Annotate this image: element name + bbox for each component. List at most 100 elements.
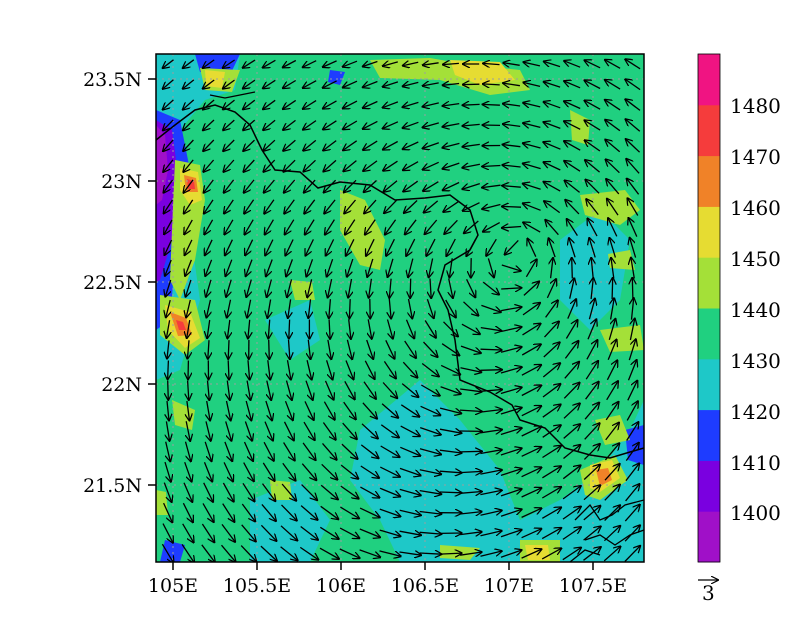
wind-arrow <box>423 63 439 65</box>
wind-arrow <box>402 121 419 128</box>
wind-arrow <box>403 180 419 191</box>
wind-arrow <box>584 100 601 110</box>
wind-arrow <box>362 402 377 419</box>
wind-arrow <box>564 180 581 193</box>
wind-arrow <box>280 525 297 541</box>
wind-arrow <box>406 238 416 256</box>
wind-arrow <box>186 279 192 297</box>
wind-arrow <box>366 339 374 359</box>
colorbar-swatch <box>698 511 720 563</box>
wind-arrow <box>462 144 480 146</box>
wind-arrow <box>360 444 378 458</box>
wind-arrow <box>263 59 276 67</box>
wind-arrow <box>624 546 640 562</box>
wind-arrow <box>605 120 621 132</box>
wind-arrow <box>419 491 442 495</box>
wind-arrow <box>523 281 539 296</box>
wind-arrow <box>302 442 316 460</box>
wind-arrow <box>585 160 601 173</box>
wind-arrow <box>502 186 521 188</box>
wind-arrow <box>347 339 352 360</box>
wind-arrow <box>324 179 337 192</box>
wind-arrow <box>367 258 374 277</box>
wind-arrow <box>605 402 618 421</box>
wind-arrow <box>584 80 601 90</box>
wind-arrow <box>360 465 379 478</box>
wind-arrow <box>542 404 561 418</box>
wind-arrow <box>366 238 375 256</box>
wind-arrow <box>527 239 537 257</box>
wind-arrow <box>344 199 356 214</box>
wind-arrow <box>222 482 233 502</box>
wind-arrow <box>182 523 194 543</box>
wind-arrow <box>339 527 359 538</box>
wind-arrow <box>626 422 639 441</box>
wind-arrow <box>421 362 439 377</box>
wind-arrow <box>399 467 421 475</box>
colorbar-frame <box>697 53 721 563</box>
wind-arrow <box>343 160 357 172</box>
wind-arrow <box>565 320 577 339</box>
wind-arrow <box>284 179 296 193</box>
wind-arrow <box>348 278 351 298</box>
wind-arrow <box>329 319 330 339</box>
wind-arrow <box>482 281 499 295</box>
wind-arrow <box>386 238 395 256</box>
wind-arrow <box>423 161 439 169</box>
wind-arrow <box>325 219 335 235</box>
colorbar-label: 1440 <box>730 298 781 322</box>
wind-arrow <box>626 401 638 421</box>
wind-arrow <box>480 450 502 454</box>
wind-arrow <box>185 239 193 255</box>
wind-arrow <box>365 219 376 235</box>
wind-arrow <box>460 368 482 373</box>
wind-arrow <box>281 483 296 501</box>
wind-arrow <box>567 299 576 319</box>
wind-arrow <box>521 508 542 518</box>
wind-arrow <box>624 525 640 542</box>
wind-arrow <box>240 545 256 562</box>
wind-arrow <box>585 361 598 380</box>
wind-arrow <box>183 99 195 110</box>
wind-arrow <box>624 505 640 522</box>
wind-arrow <box>380 466 400 477</box>
wind-arrow <box>564 101 581 110</box>
wind-arrow <box>268 360 270 380</box>
wind-arrow <box>419 553 442 554</box>
wind-arrow <box>608 319 615 340</box>
wind-arrow <box>523 62 541 66</box>
colorbar-swatch <box>698 358 720 411</box>
wind-arrow <box>188 380 189 400</box>
wind-arrow <box>542 446 562 459</box>
wind-arrow <box>562 465 580 480</box>
reference-vector-label: 3 <box>702 581 715 605</box>
wind-arrow <box>627 179 640 195</box>
wind-arrow <box>419 512 442 515</box>
wind-arrow <box>307 279 311 297</box>
wind-arrow <box>542 425 561 438</box>
wind-arrow <box>227 319 229 339</box>
wind-arrow <box>383 361 396 378</box>
wind-arrow <box>364 180 377 193</box>
wind-arrow <box>163 119 174 131</box>
wind-arrow <box>203 482 213 502</box>
wind-arrow <box>627 360 637 381</box>
axis-ticks <box>148 78 594 570</box>
wind-arrow <box>186 421 190 441</box>
wind-arrow <box>168 360 169 380</box>
wind-arrow <box>603 546 620 562</box>
wind-arrow <box>543 142 561 150</box>
wind-arrow <box>501 288 521 289</box>
wind-arrow <box>224 441 232 461</box>
wind-arrow <box>605 423 619 441</box>
wind-arrow <box>221 544 236 562</box>
wind-arrow <box>486 238 497 256</box>
wind-arrow <box>303 100 317 109</box>
wind-arrow <box>523 103 541 107</box>
wind-arrow <box>163 482 171 503</box>
wind-arrow <box>227 380 230 401</box>
wind-arrow <box>460 512 482 514</box>
wind-arrow <box>364 360 374 379</box>
wind-arrow <box>583 485 600 501</box>
wind-arrow <box>381 403 398 418</box>
